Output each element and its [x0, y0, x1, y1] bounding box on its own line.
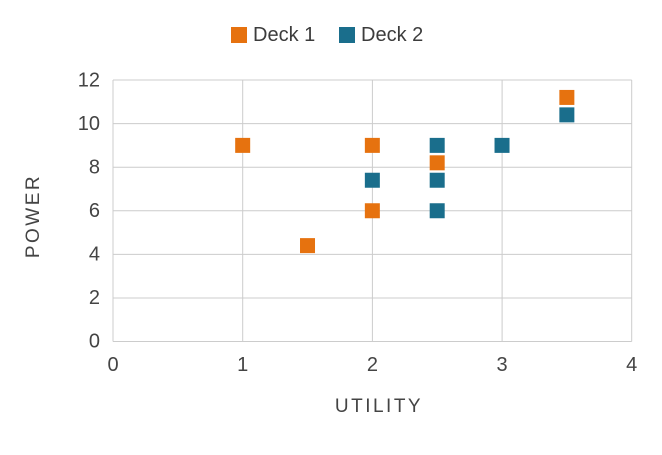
svg-text:Deck 1: Deck 1: [253, 24, 315, 46]
svg-text:POWER: POWER: [23, 174, 44, 258]
svg-text:0: 0: [107, 354, 118, 376]
svg-text:12: 12: [78, 70, 100, 92]
svg-text:4: 4: [89, 244, 100, 266]
svg-text:10: 10: [78, 113, 100, 135]
svg-text:0: 0: [89, 331, 100, 353]
svg-text:Deck 2: Deck 2: [361, 24, 423, 46]
svg-text:3: 3: [497, 354, 508, 376]
svg-text:2: 2: [367, 354, 378, 376]
svg-text:4: 4: [626, 354, 637, 376]
svg-text:UTILITY: UTILITY: [335, 396, 423, 417]
svg-text:6: 6: [89, 200, 100, 222]
svg-text:1: 1: [237, 354, 248, 376]
svg-text:2: 2: [89, 287, 100, 309]
svg-text:8: 8: [89, 157, 100, 179]
